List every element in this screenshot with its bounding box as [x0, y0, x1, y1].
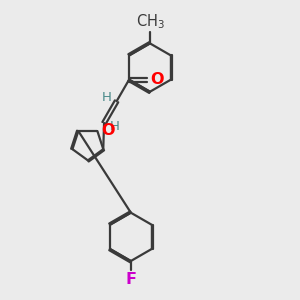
Text: CH$_3$: CH$_3$: [136, 12, 164, 31]
Text: H: H: [101, 91, 111, 104]
Text: H: H: [110, 120, 119, 133]
Text: F: F: [125, 272, 136, 287]
Text: O: O: [101, 123, 115, 138]
Text: O: O: [151, 72, 164, 87]
